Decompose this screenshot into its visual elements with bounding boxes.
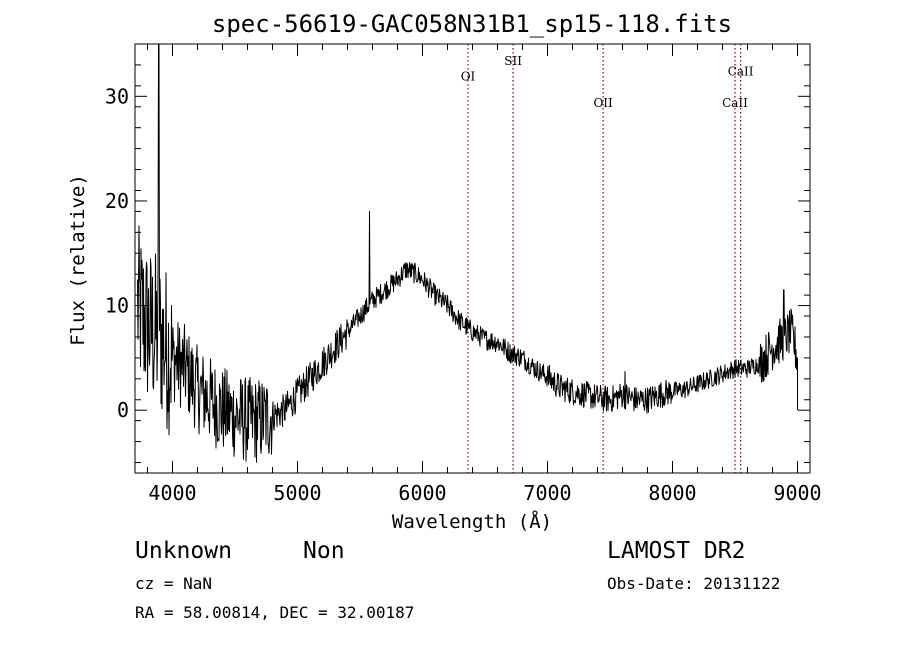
class-label: Unknown bbox=[135, 538, 232, 564]
line-marker-label: CaII bbox=[728, 64, 754, 78]
x-tick-label: 4000 bbox=[148, 481, 196, 505]
x-tick-label: 7000 bbox=[523, 481, 571, 505]
spectrum-series bbox=[137, 43, 798, 463]
x-tick-label: 9000 bbox=[773, 481, 821, 505]
chart-title: spec-56619-GAC058N31B1_sp15-118.fits bbox=[212, 10, 732, 38]
spectrum-line bbox=[137, 43, 798, 463]
coords-text: RA = 58.00814, DEC = 32.00187 bbox=[135, 603, 415, 622]
y-axis-label: Flux (relative) bbox=[67, 174, 89, 346]
line-markers: OI SII OII CaII CaII bbox=[461, 44, 754, 473]
x-tick-label: 5000 bbox=[273, 481, 321, 505]
line-marker-label: OII bbox=[593, 96, 613, 110]
subclass-label: Non bbox=[303, 538, 345, 564]
x-axis-label: Wavelength (Å) bbox=[392, 510, 552, 533]
redshift-text: cz = NaN bbox=[135, 574, 213, 593]
y-tick-label: 30 bbox=[105, 84, 129, 108]
survey-label: LAMOST DR2 bbox=[607, 538, 746, 564]
y-tick-label: 0 bbox=[117, 398, 129, 422]
y-tick-label: 20 bbox=[105, 189, 129, 213]
obs-date-text: Obs-Date: 20131122 bbox=[607, 574, 781, 593]
y-axis: 0 10 20 30 bbox=[105, 43, 810, 464]
x-axis: 4000 5000 6000 7000 8000 9000 bbox=[147, 44, 822, 505]
line-marker-label: SII bbox=[504, 54, 522, 68]
y-tick-label: 10 bbox=[105, 294, 129, 318]
line-marker-label: CaII bbox=[722, 96, 748, 110]
x-tick-label: 6000 bbox=[398, 481, 446, 505]
x-tick-label: 8000 bbox=[648, 481, 696, 505]
line-marker-label: OI bbox=[461, 70, 476, 84]
